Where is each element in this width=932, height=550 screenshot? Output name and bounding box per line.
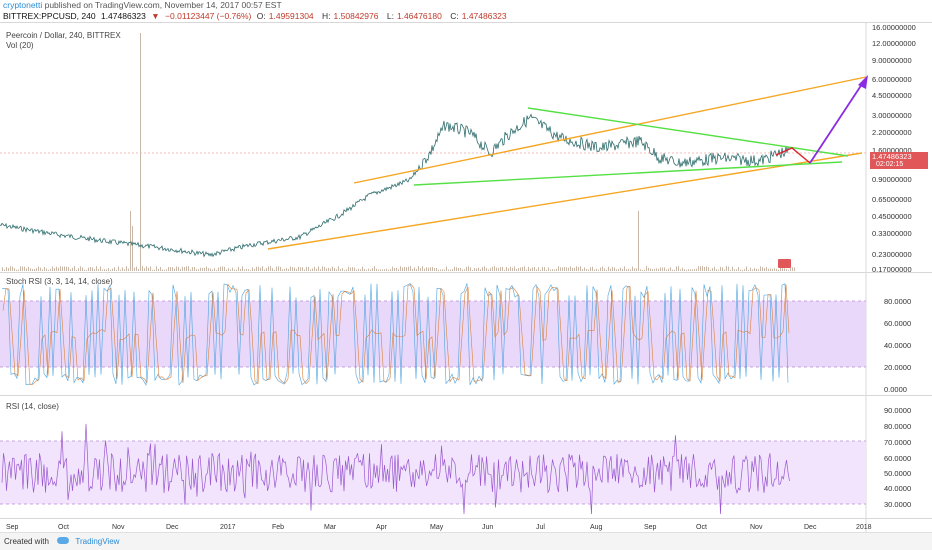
rsi-tick-label: 70.0000 xyxy=(884,438,911,447)
stoch-tick-label: 60.0000 xyxy=(884,319,911,328)
stoch-rsi-chart: 80.0000 60.0000 40.0000 20.0000 0.0000 xyxy=(0,273,911,396)
main-pane-title: Peercoin / Dollar, 240, BITTREX xyxy=(6,31,121,40)
rsi-tick-label: 50.0000 xyxy=(884,469,911,478)
price-tick-label: 16.00000000 xyxy=(872,23,916,32)
triangle-bottom-line[interactable] xyxy=(413,161,843,186)
rsi-band xyxy=(0,441,866,504)
time-tick-label: Nov xyxy=(750,524,763,531)
footer: Created with TradingView xyxy=(0,532,932,550)
symbol-label[interactable]: BITTREX:PPCUSD, 240 xyxy=(3,11,96,21)
close-value: 1.47486323 xyxy=(461,11,507,21)
tradingview-brand[interactable]: TradingView xyxy=(75,537,120,546)
stoch-d-line xyxy=(2,283,790,385)
rsi-tick-label: 30.0000 xyxy=(884,500,911,509)
close-label: C: xyxy=(450,11,459,21)
flag-icon[interactable] xyxy=(778,259,791,268)
time-tick-label: Apr xyxy=(376,524,388,531)
time-tick-label: 2018 xyxy=(856,524,872,531)
publish-info: published on TradingView.com, November 1… xyxy=(44,0,282,10)
time-tick-label: Aug xyxy=(590,524,603,531)
price-tick-label: 0.23000000 xyxy=(872,250,912,259)
stoch-rsi-pane[interactable]: 80.0000 60.0000 40.0000 20.0000 0.0000 Stoch… xyxy=(0,272,932,396)
stoch-rsi-title: Stoch RSI (3, 3, 14, 14, close) xyxy=(6,277,113,286)
time-tick-label: Sep xyxy=(6,524,19,531)
chart-header: cryptonetti published on TradingView.com… xyxy=(0,0,932,22)
high-value: 1.50842976 xyxy=(333,11,379,21)
time-tick-label: Dec xyxy=(166,524,179,531)
rsi-tick-label: 40.0000 xyxy=(884,484,911,493)
time-tick-label: Dec xyxy=(804,524,817,531)
low-value: 1.46476180 xyxy=(396,11,442,21)
rsi-tick-label: 90.0000 xyxy=(884,406,911,415)
rsi-tick-label: 80.0000 xyxy=(884,422,911,431)
price-tick-label: 4.50000000 xyxy=(872,91,912,100)
author-link[interactable]: cryptonetti xyxy=(3,0,43,10)
rsi-chart: 90.0000 80.0000 70.0000 60.0000 50.0000 40.00… xyxy=(0,396,911,519)
rsi-pane[interactable]: 90.0000 80.0000 70.0000 60.0000 50.0000 40.00… xyxy=(0,395,932,519)
rsi-title: RSI (14, close) xyxy=(6,402,59,411)
created-with-label: Created with xyxy=(4,537,49,546)
time-axis-svg: Sep Oct Nov Dec 2017 Feb Mar Apr May Jun Jul Aug Sep… xyxy=(6,519,872,533)
price-tick-label: 0.65000000 xyxy=(872,195,912,204)
price-pane[interactable]: 16.00000000 12.00000000 9.00000000 6.000000… xyxy=(0,22,932,273)
price-change: −0.01123447 (−0.76%) xyxy=(165,11,252,21)
time-tick-label: Feb xyxy=(272,524,284,531)
volume-label: Vol (20) xyxy=(6,41,34,50)
last-price: 1.47486323 xyxy=(100,11,146,21)
price-tick-label: 0.33000000 xyxy=(872,229,912,238)
change-arrow-icon: ▼ xyxy=(151,11,160,21)
price-series xyxy=(0,113,790,258)
rsi-line xyxy=(1,423,790,515)
time-tick-label: Jun xyxy=(482,524,493,531)
price-axis[interactable]: 16.00000000 12.00000000 9.00000000 6.000000… xyxy=(872,23,916,273)
price-tick-label: 2.20000000 xyxy=(872,128,912,137)
price-tick-label: 12.00000000 xyxy=(872,39,916,48)
price-tick-label: 0.45000000 xyxy=(872,212,912,221)
current-price-tag: 1.47486323 xyxy=(870,152,928,161)
open-label: O: xyxy=(256,11,266,21)
time-tick-label: Oct xyxy=(58,524,69,531)
stoch-tick-label: 20.0000 xyxy=(884,363,911,372)
time-tick-label: Oct xyxy=(696,524,707,531)
stoch-tick-label: 80.0000 xyxy=(884,297,911,306)
time-tick-label: Sep xyxy=(644,524,657,531)
rsi-axis[interactable]: 90.0000 80.0000 70.0000 60.0000 50.0000 40.00… xyxy=(884,406,911,509)
price-tick-label: 3.00000000 xyxy=(872,111,912,120)
time-tick-label: May xyxy=(430,524,444,531)
stoch-tick-label: 0.0000 xyxy=(884,385,907,394)
bar-countdown-tag: 02:02:15 xyxy=(870,161,928,169)
arrow-head-icon xyxy=(858,75,868,89)
price-tick-label: 6.00000000 xyxy=(872,75,912,84)
stoch-axis[interactable]: 80.0000 60.0000 40.0000 20.0000 0.0000 xyxy=(884,297,911,394)
price-tick-label: 9.00000000 xyxy=(872,56,912,65)
tradingview-logo-icon xyxy=(57,537,70,545)
price-tick-label: 0.90000000 xyxy=(872,175,912,184)
triangle-top-line[interactable] xyxy=(527,107,849,157)
price-tick-label: 0.17000000 xyxy=(872,265,912,273)
lower-channel-line[interactable] xyxy=(267,152,863,250)
low-label: L: xyxy=(386,11,394,21)
time-axis[interactable]: Sep Oct Nov Dec 2017 Feb Mar Apr May Jun Jul Aug Sep… xyxy=(0,518,932,533)
time-tick-label: Nov xyxy=(112,524,125,531)
ohlc-line: BITTREX:PPCUSD, 240 1.47486323 ▼ −0.0112… xyxy=(3,11,932,22)
upper-channel-line[interactable] xyxy=(353,76,867,184)
rsi-tick-label: 60.0000 xyxy=(884,454,911,463)
open-value: 1.49591304 xyxy=(268,11,314,21)
price-tick-label: 1.60000000 xyxy=(872,146,912,155)
publish-line: cryptonetti published on TradingView.com… xyxy=(3,0,932,11)
volume-bars xyxy=(2,33,795,271)
projection-purple-arrow[interactable] xyxy=(809,80,865,164)
time-tick-label: Jul xyxy=(536,524,545,531)
time-tick-label: 2017 xyxy=(220,524,236,531)
projection-red-path[interactable] xyxy=(775,147,811,164)
price-chart: 16.00000000 12.00000000 9.00000000 6.000000… xyxy=(0,23,916,273)
stoch-k-line xyxy=(1,283,789,386)
high-label: H: xyxy=(322,11,331,21)
stoch-tick-label: 40.0000 xyxy=(884,341,911,350)
time-tick-label: Mar xyxy=(324,524,337,531)
